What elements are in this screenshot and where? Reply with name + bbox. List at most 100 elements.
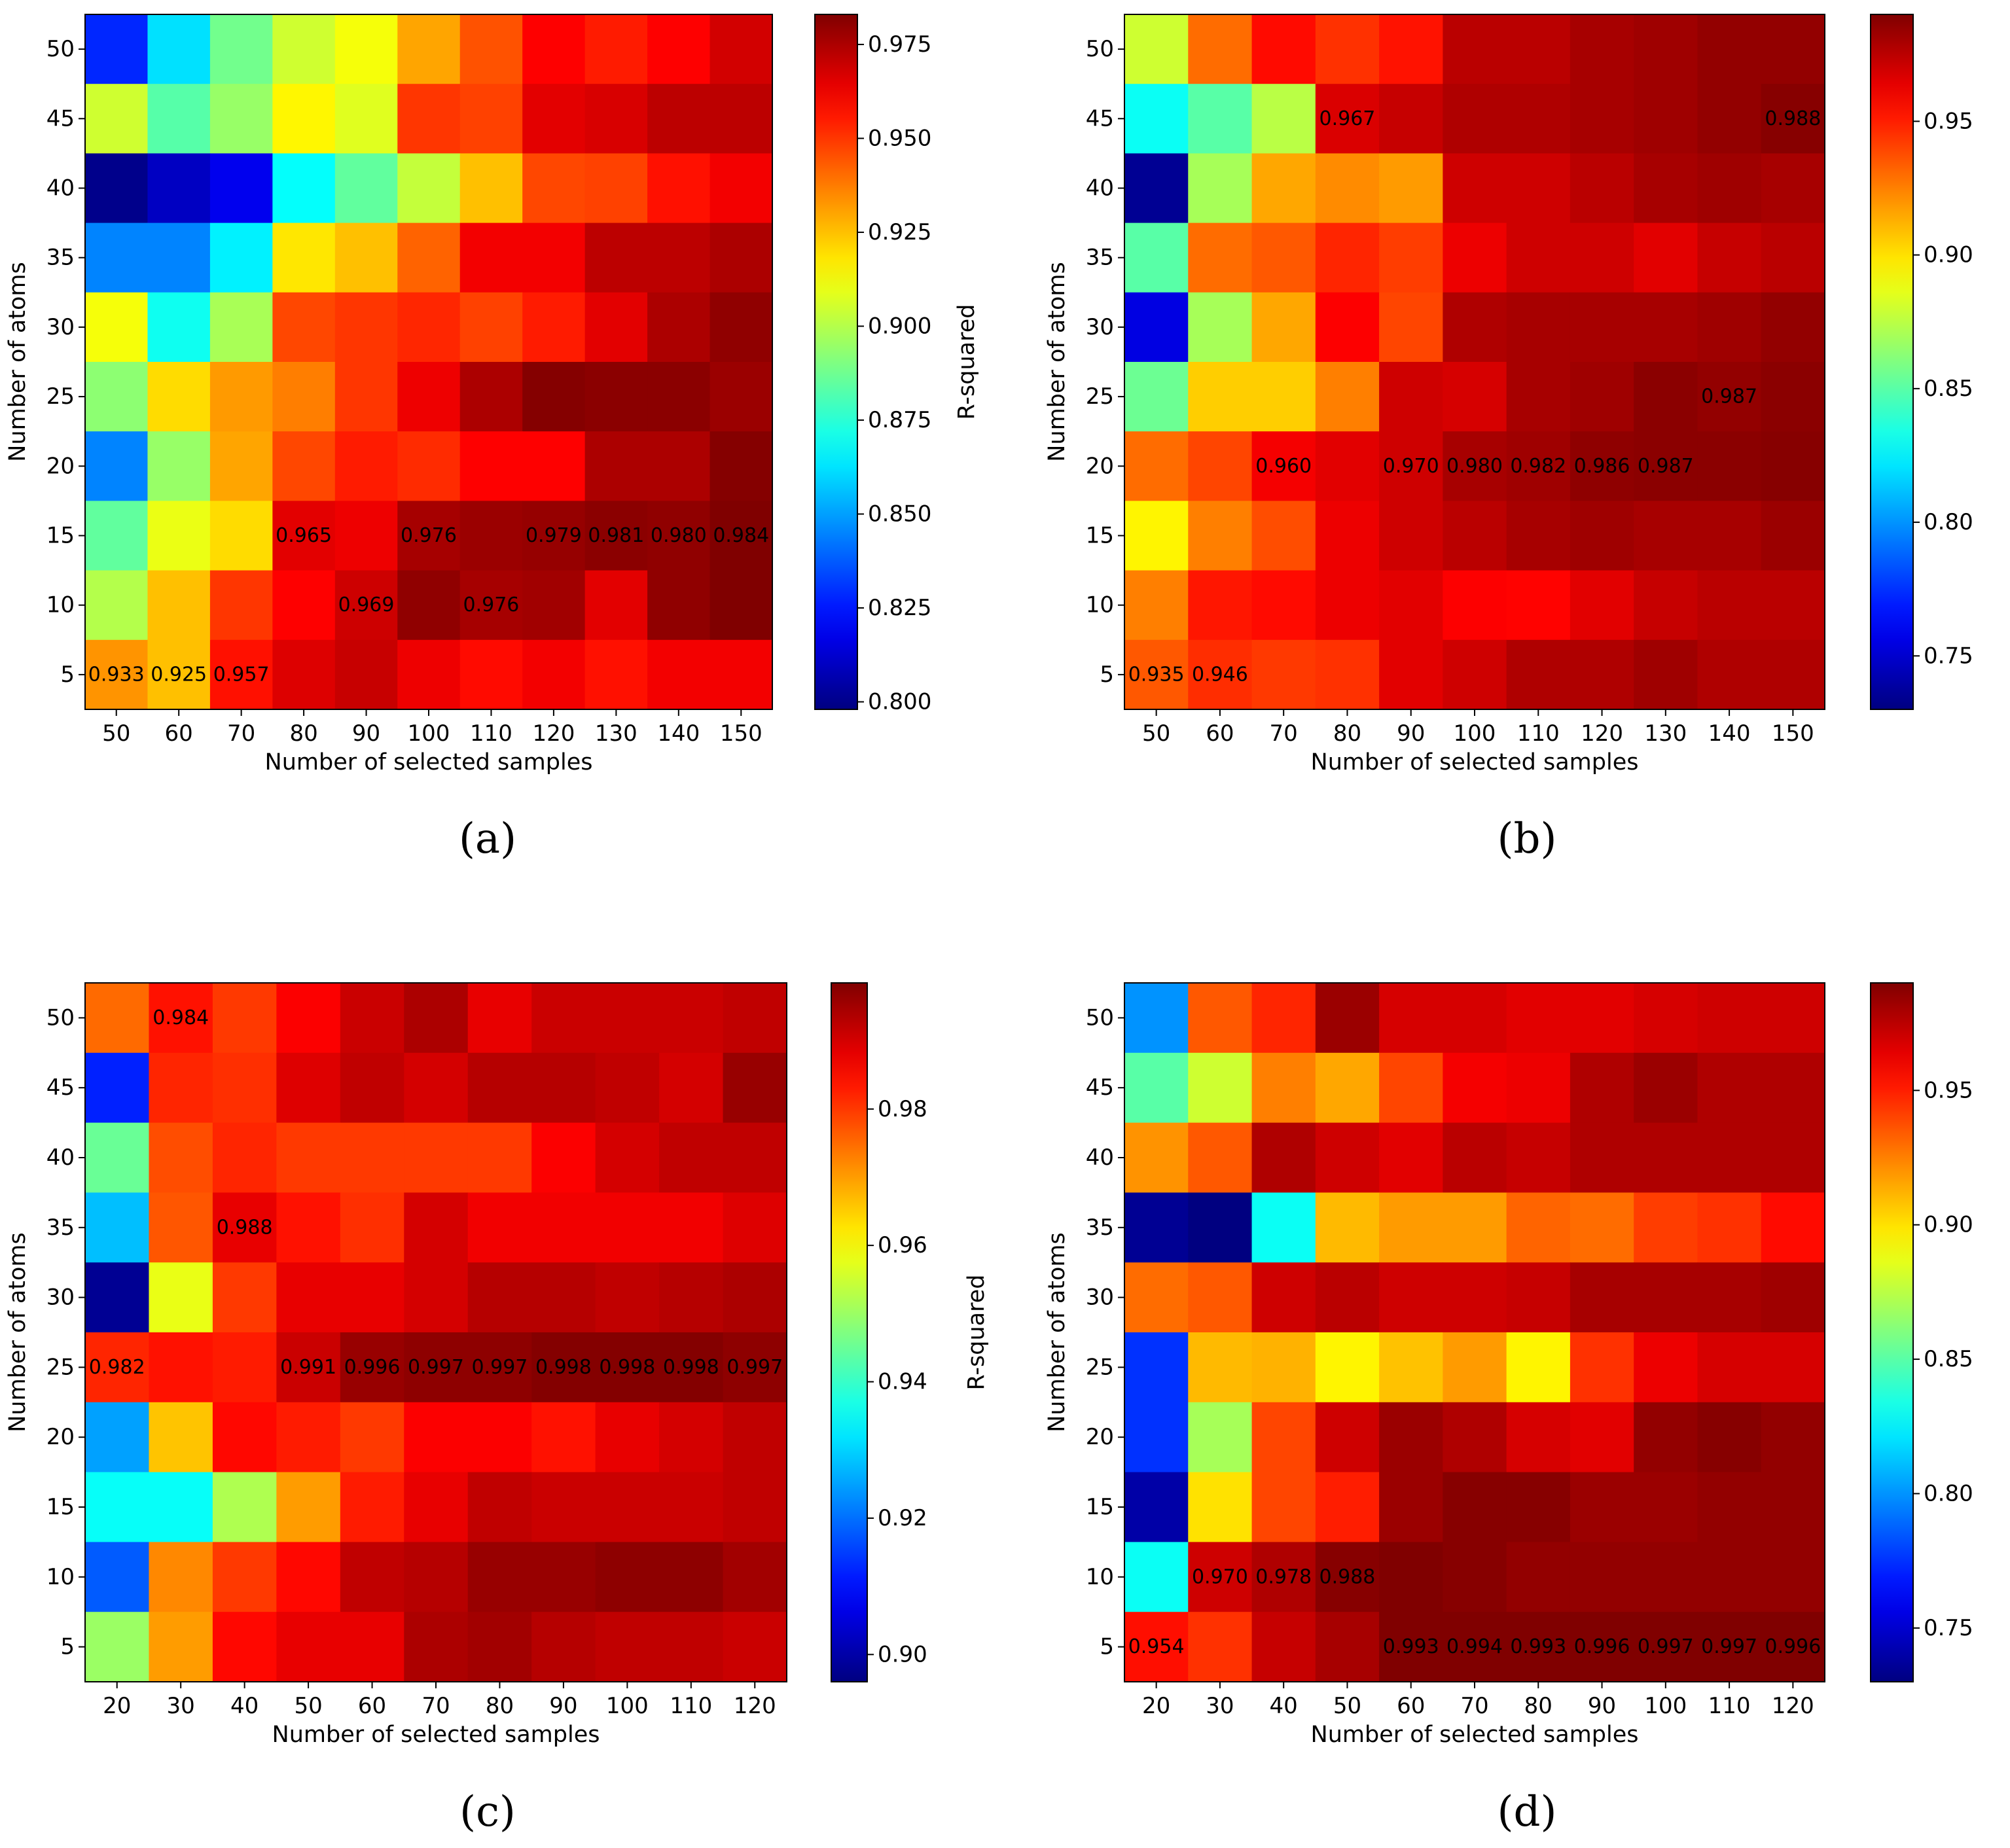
heatmap-cell [85, 292, 149, 363]
heatmap-cell [149, 983, 213, 1054]
heatmap-cell [1570, 84, 1634, 154]
x-tick-label: 50 [1333, 1693, 1361, 1719]
heatmap-cell [276, 1402, 341, 1473]
heatmap-cell [459, 431, 523, 501]
heatmap-cell [1443, 1122, 1507, 1193]
heatmap-cell [723, 1052, 787, 1124]
heatmap-cell [212, 1402, 277, 1473]
y-tick-label: 35 [46, 245, 75, 271]
cell-annotation: 0.996 [1574, 1635, 1630, 1658]
x-tick-label: 30 [1206, 1693, 1234, 1719]
cell-annotation: 0.986 [1574, 455, 1630, 478]
heatmap-cell [1379, 292, 1443, 363]
heatmap-cell [212, 1192, 277, 1263]
heatmap-cell [1506, 1402, 1571, 1473]
cell-annotation: 0.987 [1701, 385, 1757, 408]
heatmap-cell [647, 501, 711, 571]
y-tick-label: 45 [46, 105, 75, 132]
heatmap-cell [1634, 14, 1698, 84]
colorbar-tick-label: 0.950 [868, 125, 931, 151]
y-tick-label: 50 [46, 36, 75, 62]
y-tick-label: 45 [46, 1075, 75, 1101]
colorbar-tick-label: 0.98 [878, 1096, 927, 1122]
heatmap-cell [1315, 1542, 1380, 1612]
heatmap-cell [1634, 222, 1698, 293]
heatmap-cell [1506, 501, 1571, 571]
heatmap-cell [149, 1192, 213, 1263]
heatmap-cell [276, 1542, 341, 1612]
heatmap-cell [272, 292, 336, 363]
heatmap-cell [1124, 1262, 1189, 1333]
x-tick-label: 130 [595, 720, 637, 747]
heatmap-cell [647, 362, 711, 432]
heatmap-cell [1506, 1612, 1571, 1682]
heatmap-cell [334, 362, 398, 432]
heatmap-cell [1124, 153, 1189, 224]
heatmap-cell [212, 983, 277, 1054]
heatmap-cell [334, 292, 398, 363]
heatmap-cell [1443, 501, 1507, 571]
heatmap-cell [340, 1122, 404, 1193]
y-tick-label: 30 [1086, 1285, 1114, 1311]
cell-annotation: 0.997 [408, 1356, 464, 1379]
heatmap-cell [1251, 501, 1316, 571]
heatmap-cell [659, 1332, 724, 1403]
colorbar-label: R-squared [954, 304, 980, 420]
heatmap-cell [1570, 14, 1634, 84]
heatmap-cell [459, 14, 523, 84]
y-tick-label: 50 [1086, 36, 1114, 62]
colorbar-tick-label: 0.85 [1924, 376, 1973, 402]
heatmap-cell [595, 1332, 660, 1403]
heatmap-cell [147, 362, 211, 432]
cell-annotation: 0.925 [151, 663, 207, 686]
cell-annotation: 0.998 [599, 1356, 655, 1379]
heatmap-cell [1251, 1192, 1316, 1263]
heatmap-cell [340, 1052, 404, 1124]
heatmap-cell [85, 362, 149, 432]
heatmap-cell [1124, 1542, 1189, 1612]
heatmap-cell [1379, 501, 1443, 571]
heatmap-cell [723, 1612, 787, 1682]
heatmap-cell [584, 501, 648, 571]
heatmap-cell [1761, 1612, 1825, 1682]
heatmap-cell [1379, 1262, 1443, 1333]
heatmap-cell [1761, 362, 1825, 432]
heatmap-cell [85, 1052, 150, 1124]
heatmap-cell [1570, 153, 1634, 224]
heatmap-cell [1124, 1402, 1189, 1473]
heatmap-cell [1697, 362, 1762, 432]
heatmap-cell [467, 1542, 532, 1612]
y-tick-label: 25 [1086, 383, 1114, 410]
heatmap-cell [723, 1402, 787, 1473]
heatmap-cell [1506, 570, 1571, 641]
heatmap-cell [1379, 1332, 1443, 1403]
heatmap-cell [404, 983, 469, 1054]
heatmap-cell [1634, 1402, 1698, 1473]
y-tick-label: 20 [46, 453, 75, 479]
heatmap-cell [212, 1122, 277, 1193]
y-tick-label: 5 [1100, 1634, 1114, 1660]
heatmap-cell [1506, 292, 1571, 363]
y-tick-label: 40 [46, 175, 75, 202]
x-tick-label: 90 [549, 1693, 577, 1719]
heatmap-cell [1315, 1472, 1380, 1542]
heatmap-cell [209, 14, 273, 84]
heatmap-cell [1761, 1542, 1825, 1612]
y-tick-label: 25 [46, 1354, 75, 1380]
heatmap-cell [522, 84, 586, 154]
heatmap-cell [334, 153, 398, 224]
heatmap-cell [1697, 431, 1762, 501]
heatmap-cell [467, 1192, 532, 1263]
heatmap-cell [1634, 639, 1698, 710]
heatmap-cell [1251, 431, 1316, 501]
heatmap-cell [584, 14, 648, 84]
heatmap-cell [595, 1192, 660, 1263]
heatmap-cell [1315, 1402, 1380, 1473]
y-tick-label: 45 [1086, 1075, 1114, 1101]
x-tick-label: 70 [1460, 1693, 1488, 1719]
heatmap-cell [595, 1542, 660, 1612]
heatmap-cell [1251, 222, 1316, 293]
heatmap-cell [1634, 1052, 1698, 1124]
heatmap-cell [1251, 639, 1316, 710]
heatmap-cell [1315, 362, 1380, 432]
